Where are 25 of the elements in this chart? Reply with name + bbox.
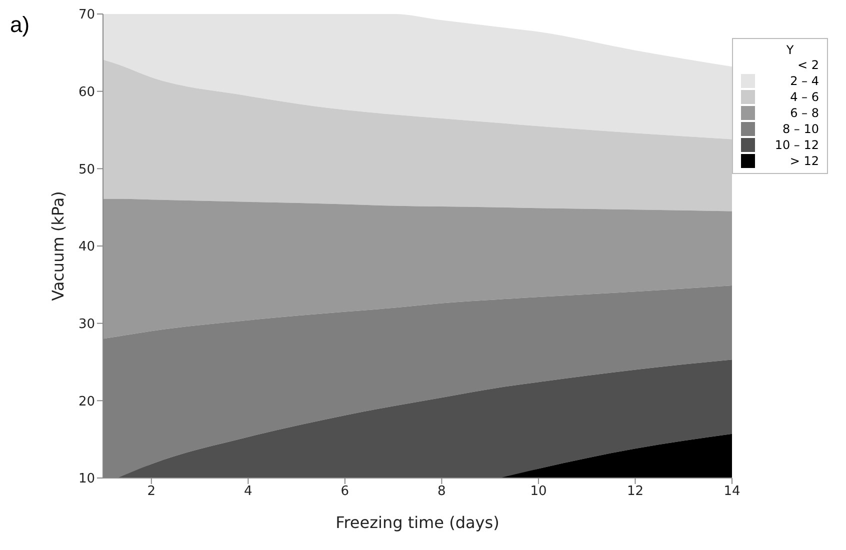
y-tick-label: 10 <box>78 472 95 487</box>
y-axis-title: Vacuum (kPa) <box>48 191 68 301</box>
legend-title: Y <box>785 43 795 57</box>
y-tick-label: 60 <box>78 84 95 100</box>
y-tick-label: 40 <box>78 240 95 255</box>
x-axis-title: Freezing time (days) <box>336 513 500 532</box>
x-tick-label: 10 <box>530 484 547 500</box>
y-tick-label: 70 <box>78 8 95 23</box>
y-tick-label: 50 <box>78 162 95 178</box>
x-tick-label: 2 <box>147 484 156 500</box>
x-tick-label: 6 <box>340 484 350 500</box>
text: 6 – 8 <box>789 106 819 120</box>
x-tick-label: 14 <box>724 484 740 500</box>
text: > 12 <box>788 154 819 168</box>
x-tick-label: 4 <box>244 484 252 500</box>
x-tick-label: 12 <box>626 484 644 500</box>
series-label: < 2 <box>796 58 819 72</box>
text: 2 – 4 <box>789 74 819 88</box>
y-tick-label: 30 <box>78 316 95 332</box>
text: a) <box>10 12 30 38</box>
legend-label: 8 – 10 <box>781 122 819 136</box>
x-tick-label: 8 <box>438 484 446 500</box>
y-tick-label: 20 <box>78 394 95 410</box>
text: 4 – 6 <box>789 90 819 104</box>
legend-label: 10 – 12 <box>774 138 819 152</box>
